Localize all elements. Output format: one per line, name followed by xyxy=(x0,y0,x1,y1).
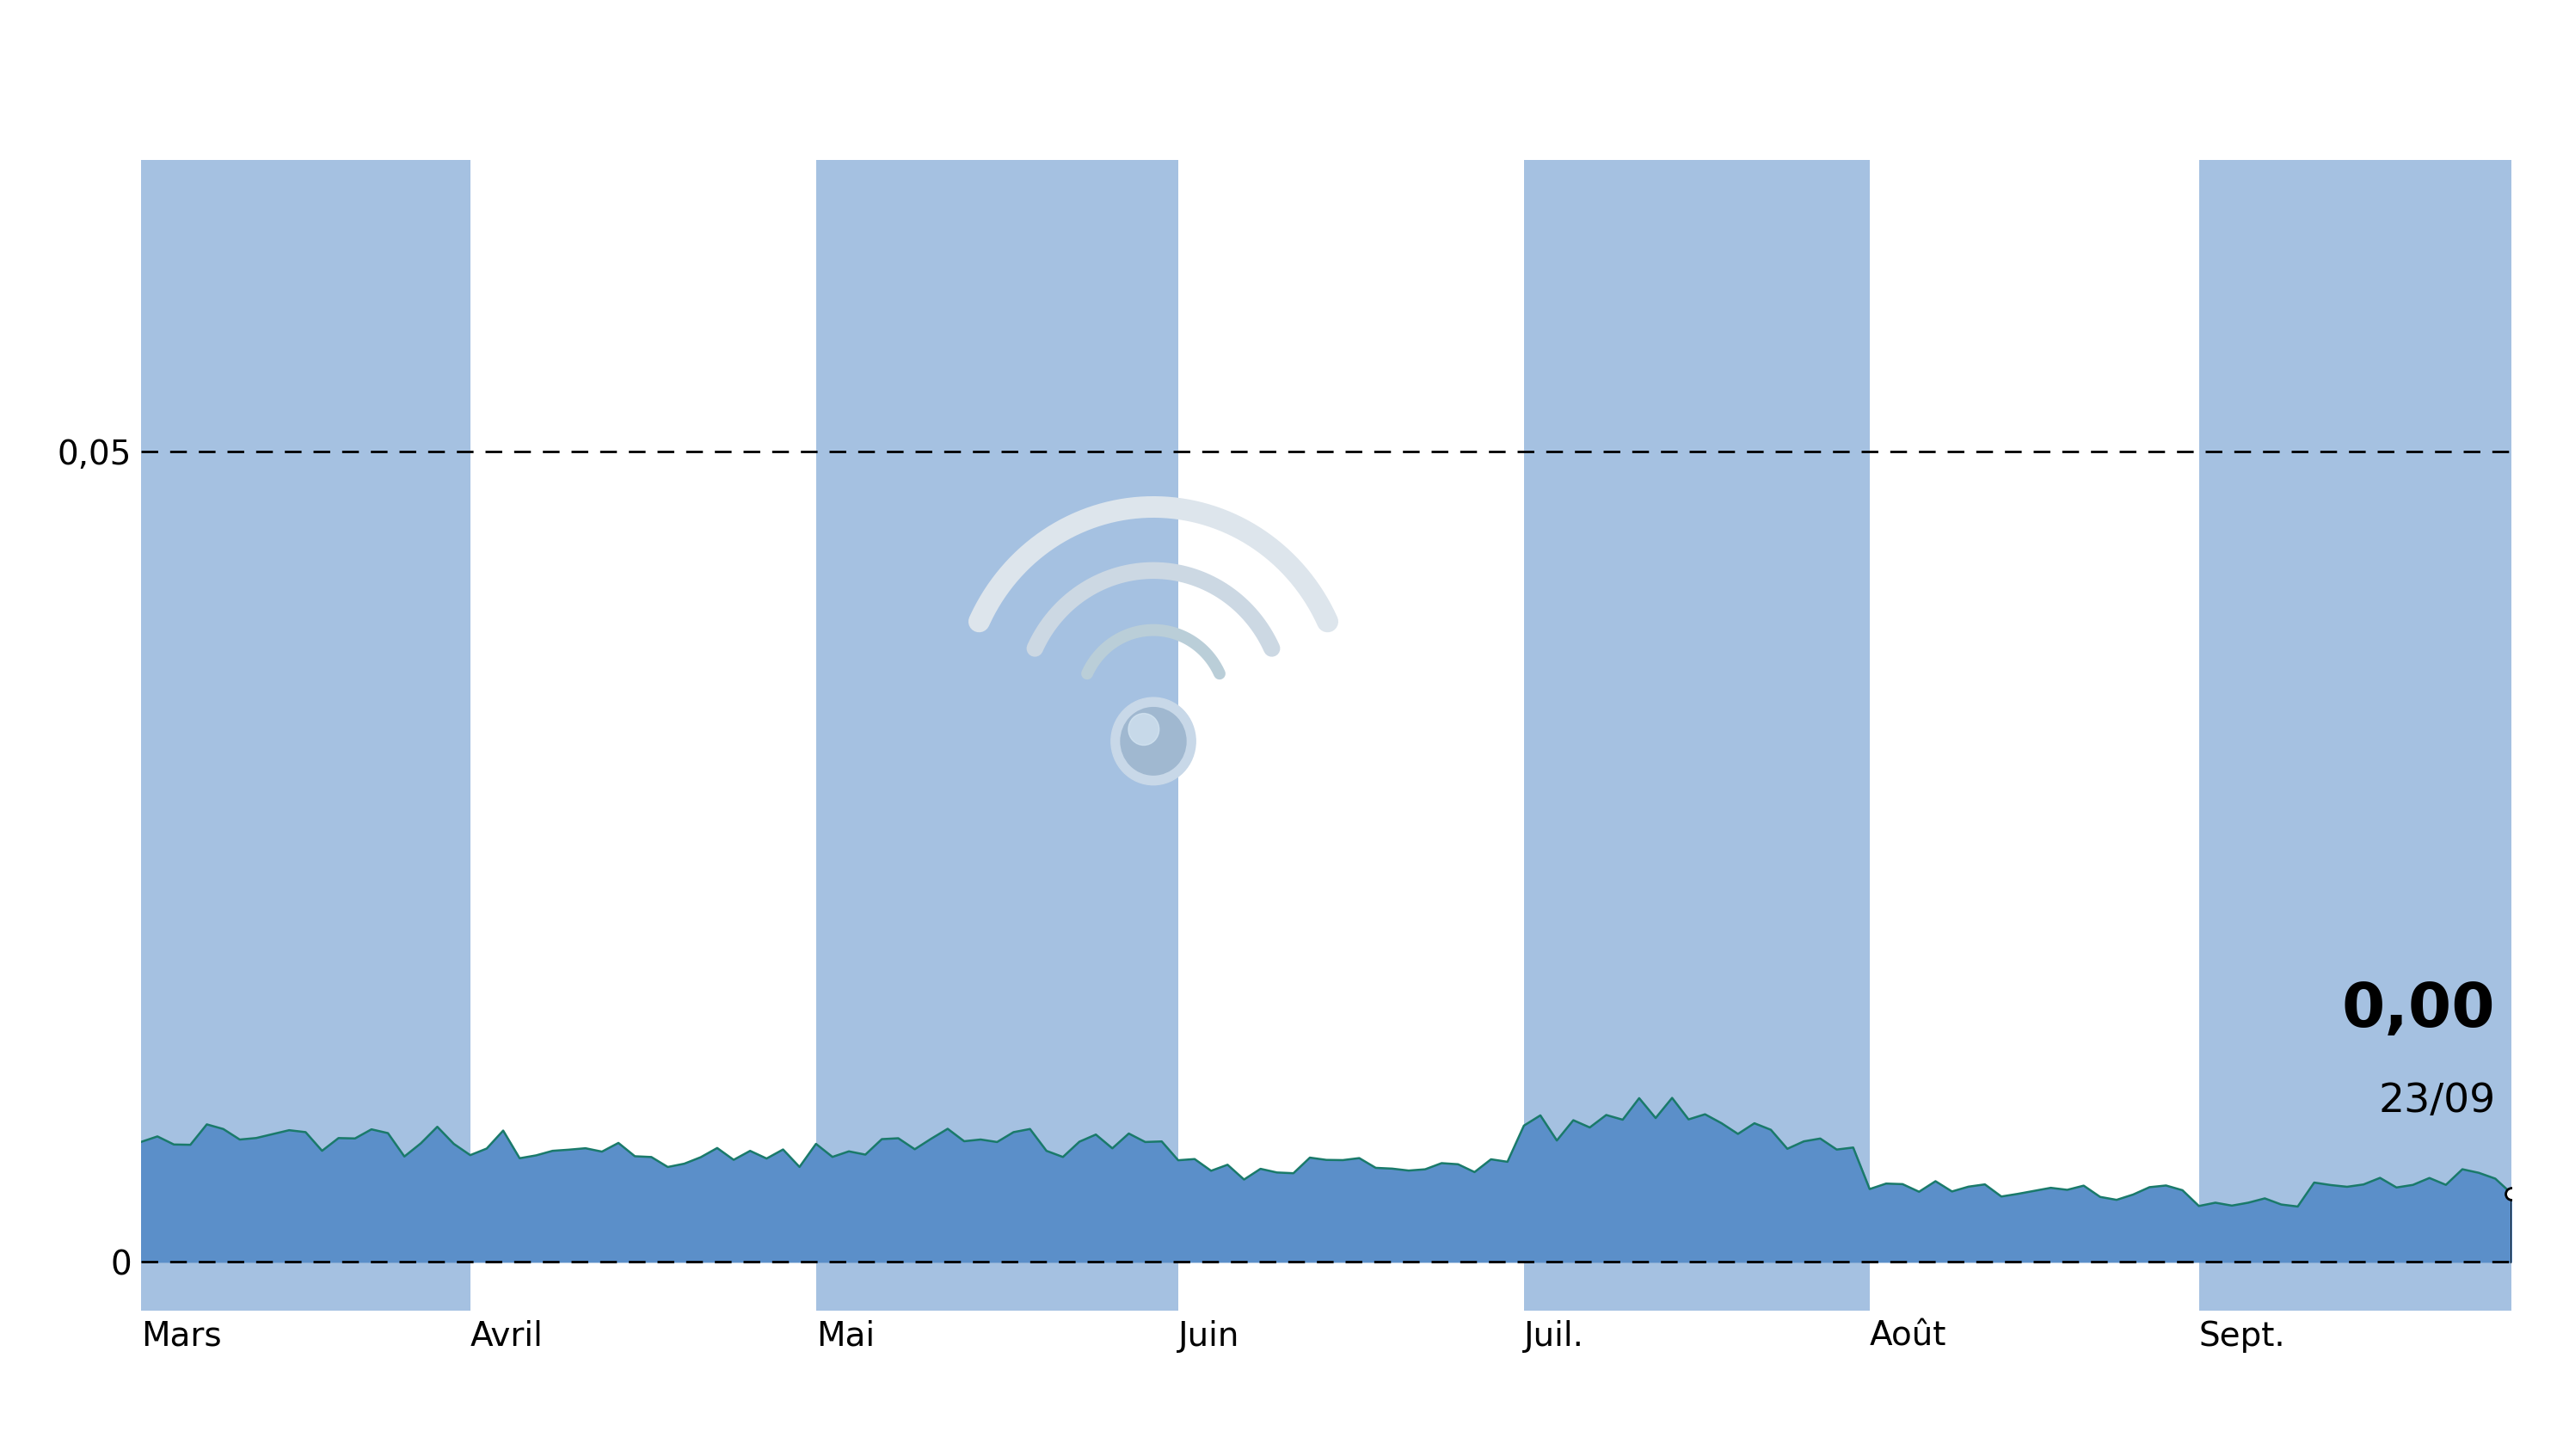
Bar xyxy=(815,160,1179,1310)
Text: 23/09: 23/09 xyxy=(2378,1082,2496,1121)
Bar xyxy=(141,160,469,1310)
Bar xyxy=(2199,160,2512,1310)
Text: DRONE VOLT: DRONE VOLT xyxy=(994,26,1569,105)
Circle shape xyxy=(1120,708,1187,775)
Circle shape xyxy=(1128,713,1158,745)
Bar xyxy=(1525,160,1868,1310)
Circle shape xyxy=(1110,697,1194,785)
Text: 0,00: 0,00 xyxy=(2343,980,2496,1040)
